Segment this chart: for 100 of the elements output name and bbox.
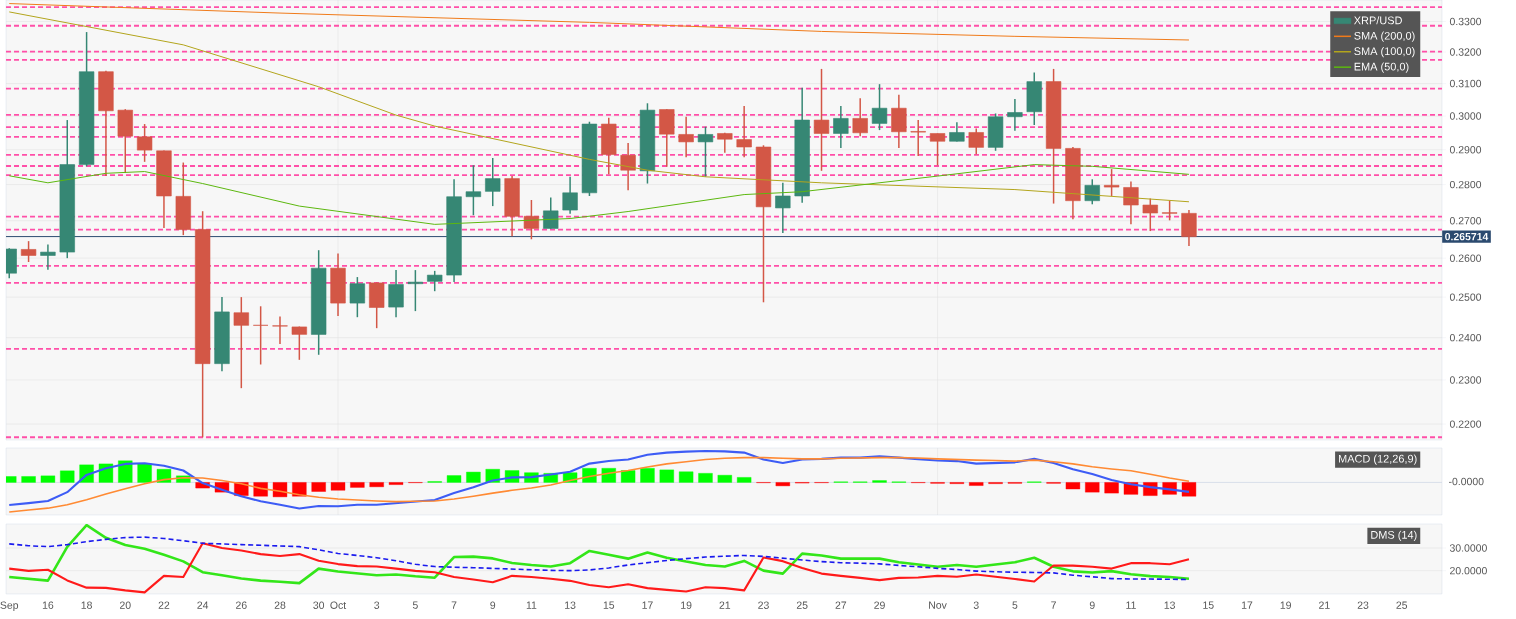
candlestick [910,119,926,157]
bar [1085,482,1100,493]
bar [21,476,36,483]
candlestick [813,68,830,172]
x-tick-label: Nov [929,601,947,609]
legend-label: SMA (200,0) [1354,31,1415,42]
candlestick [1142,197,1158,232]
y-tick-label: 0.2500 [1449,293,1482,301]
bar [659,469,674,483]
x-tick-label: 24 [197,601,209,609]
bar [717,475,732,483]
bar [698,473,713,483]
ref-line-label: 0.265714 [1445,232,1489,241]
x-tick-label: 3 [374,601,380,609]
bar [640,468,655,483]
x-tick-label: 16 [42,601,54,609]
bar [1065,482,1081,490]
candlestick [1181,209,1197,247]
x-tick-label: 15 [1203,601,1214,609]
x-tick-label: 29 [874,601,885,609]
y-tick-label: 0.2200 [1449,420,1482,428]
y-tick-label: 20.0000 [1450,566,1487,575]
x-tick-label: 19 [1280,601,1291,609]
bar [118,460,133,483]
x-tick-label: 25 [1396,601,1408,609]
candlestick [1103,168,1120,197]
x-tick-label: 15 [603,601,615,609]
candlestick [1123,180,1139,226]
x-tick-label: 27 [835,601,847,609]
y-tick-label: 0.2600 [1449,254,1482,262]
candlestick [485,157,501,207]
candlestick [523,199,540,241]
bar [775,482,790,487]
bar [388,482,404,485]
candlestick [1007,98,1023,132]
legend-label: EMA (50,0) [1354,62,1409,73]
x-tick-label: 9 [490,601,496,609]
candlestick [388,269,404,318]
candlestick [891,94,907,149]
x-tick-label: 23 [758,601,769,609]
candlestick [968,127,984,155]
bar [1104,482,1119,494]
line-series [8,11,1190,203]
x-tick-label: 19 [681,601,692,609]
bar [466,471,481,483]
x-tick-label: 18 [81,601,92,609]
bar [330,482,346,491]
y-tick-label: 0.2900 [1449,146,1482,154]
y-tick-label: 0.3300 [1449,17,1482,26]
bar [1181,482,1197,497]
x-tick-label: 17 [1241,601,1253,609]
x-tick-label: 21 [1319,601,1330,609]
candlestick [1084,178,1100,206]
x-tick-label: 13 [565,601,576,609]
candlestick [136,123,153,163]
x-tick-label: 21 [719,601,731,609]
chart-title: MACD (12,26,9) [1338,454,1417,465]
bar [446,475,462,483]
x-tick-label: 7 [451,601,457,609]
candlestick [833,105,849,149]
bar [311,482,326,492]
x-tick-label: 22 [158,601,170,609]
bar [678,471,694,483]
x-tick-label: 17 [642,601,653,609]
x-tick-label: Oct [330,601,347,609]
x-tick-label: 20 [119,601,131,609]
candlestick [852,97,868,137]
candlestick [929,132,946,167]
x-tick-label: 3 [973,601,979,609]
x-tick-label: 13 [1164,601,1175,609]
candlestick [562,176,578,215]
x-tick-label: 23 [1357,601,1369,609]
candlestick [465,164,482,216]
text: DMS (14) [1371,530,1417,541]
candlestick [272,315,288,345]
x-tick-label: Sep [0,601,19,611]
y-tick-label: 30.0000 [1449,544,1487,552]
x-tick-label: 30 [313,601,325,609]
candlestick [233,296,249,389]
x-tick-label: 9 [1089,601,1095,609]
candlestick [253,305,269,366]
line-series [8,164,1190,225]
x-tick-label: 5 [1012,601,1018,609]
x-tick-label: 25 [796,601,808,609]
y-tick-label: 0.2700 [1449,217,1482,225]
candlestick [291,325,307,361]
bar [969,482,984,486]
candlestick [678,116,694,159]
bar [736,477,752,483]
candlestick [543,196,559,230]
bar [620,470,636,483]
candlestick [349,276,365,318]
x-tick-label: 5 [412,601,418,609]
candlestick [736,105,752,159]
candlestick [20,240,37,263]
candlestick [427,270,443,292]
text: -0.0000 [1448,477,1484,486]
y-tick-label: 0.2800 [1449,180,1482,189]
y-tick-label: 0.3200 [1449,48,1482,56]
x-tick-label: 7 [1051,601,1056,609]
